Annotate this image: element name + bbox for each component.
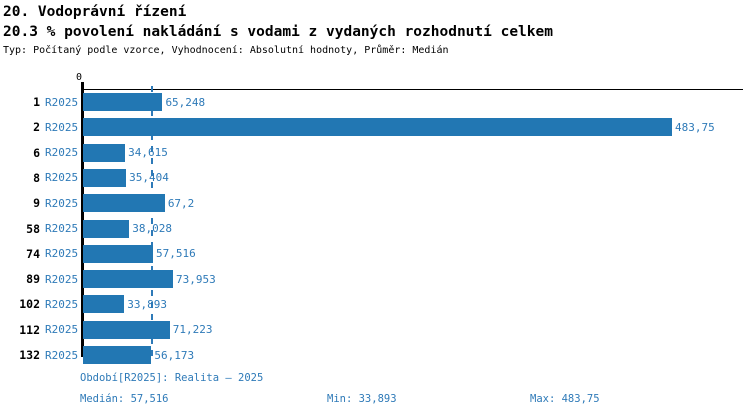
bar[interactable]: [83, 168, 127, 187]
row-period-label: R2025: [45, 146, 79, 160]
bar-value-label: 34,615: [128, 146, 168, 160]
row-period-label: R2025: [45, 120, 79, 134]
row-index-label: 132: [19, 348, 40, 362]
stat-median: Medián: 57,516: [80, 393, 169, 405]
row-index-label: 9: [33, 196, 40, 211]
row-index-label: 8: [33, 170, 40, 185]
row-period-label: R2025: [45, 297, 79, 311]
row-index-label: 58: [26, 221, 40, 236]
bar-value-label: 65,248: [165, 95, 206, 109]
bar[interactable]: [83, 320, 170, 339]
section-title: 20. Vodoprávní řízení: [3, 4, 187, 20]
stat-max: Max: 483,75: [530, 393, 600, 405]
bar[interactable]: [83, 143, 126, 162]
bar-value-label: 57,516: [156, 247, 196, 261]
row-index-label: 6: [33, 145, 40, 160]
bar-chart-plot-area: 0 1 R2025 65,248 2 R2025 483,75 6 R2025 34,615 8 R…: [0, 62, 750, 364]
bar[interactable]: [83, 270, 174, 289]
row-index-label: 74: [26, 246, 40, 261]
bar[interactable]: [83, 194, 165, 213]
bar-value-label: 67,2: [167, 196, 195, 210]
row-period-label: R2025: [45, 348, 79, 362]
bar-row: 112 R2025 71,223: [0, 318, 750, 343]
chart-footer: Období[R2025]: Realita – 2025 Medián: 57…: [0, 362, 750, 416]
row-index-label: 112: [19, 322, 40, 337]
bar-value-label: 71,223: [172, 323, 213, 337]
plot-top-rule: [83, 89, 743, 90]
stat-min: Min: 33,893: [327, 393, 397, 405]
bar[interactable]: [83, 295, 125, 314]
bar-value-label: 73,953: [176, 272, 216, 286]
bar-value-label: 33,893: [127, 297, 168, 311]
row-period-label: R2025: [45, 95, 79, 109]
chart-title: 20.3 % povolení nakládání s vodami z vyd…: [3, 24, 553, 40]
row-index-label: 102: [19, 297, 40, 312]
row-index-label: 89: [26, 272, 40, 287]
bar-row: 8 R2025 35,404: [0, 166, 750, 191]
bar-row: 2 R2025 483,75: [0, 115, 750, 140]
bar-value-label: 35,404: [129, 171, 169, 185]
bar-row: 89 R2025 73,953: [0, 267, 750, 292]
bar[interactable]: [83, 346, 152, 364]
bar-row: 6 R2025 34,615: [0, 141, 750, 166]
bar-row: 1 R2025 65,248: [0, 90, 750, 115]
bar-row: 102 R2025 33,893: [0, 292, 750, 317]
row-period-label: R2025: [45, 323, 79, 337]
row-period-label: R2025: [45, 222, 79, 235]
bar-row: 74 R2025 57,516: [0, 242, 750, 267]
row-period-label: R2025: [45, 171, 79, 185]
bar-row: 9 R2025 67,2: [0, 191, 750, 216]
bar[interactable]: [83, 118, 672, 137]
row-index-label: 1: [33, 95, 40, 109]
chart-meta-line: Typ: Počítaný podle vzorce, Vyhodnocení:…: [3, 45, 449, 56]
zero-axis-line: [81, 82, 84, 357]
legend-entry-period: Období[R2025]: Realita – 2025: [80, 372, 264, 384]
bar[interactable]: [83, 244, 154, 263]
row-index-label: 2: [33, 120, 40, 135]
bar-value-label: 483,75: [675, 120, 715, 134]
bar-row: 58 R2025 38,028: [0, 217, 750, 242]
row-period-label: R2025: [45, 196, 79, 210]
bar[interactable]: [83, 219, 130, 238]
median-reference-line: [151, 86, 153, 357]
bar-value-label: 56,173: [154, 348, 195, 362]
bar-row: 132 R2025 56,173: [0, 343, 750, 368]
row-period-label: R2025: [45, 247, 79, 261]
bar-value-label: 38,028: [132, 222, 173, 235]
bar[interactable]: [83, 93, 163, 111]
axis-tick-zero: 0: [76, 72, 83, 83]
row-period-label: R2025: [45, 272, 79, 286]
